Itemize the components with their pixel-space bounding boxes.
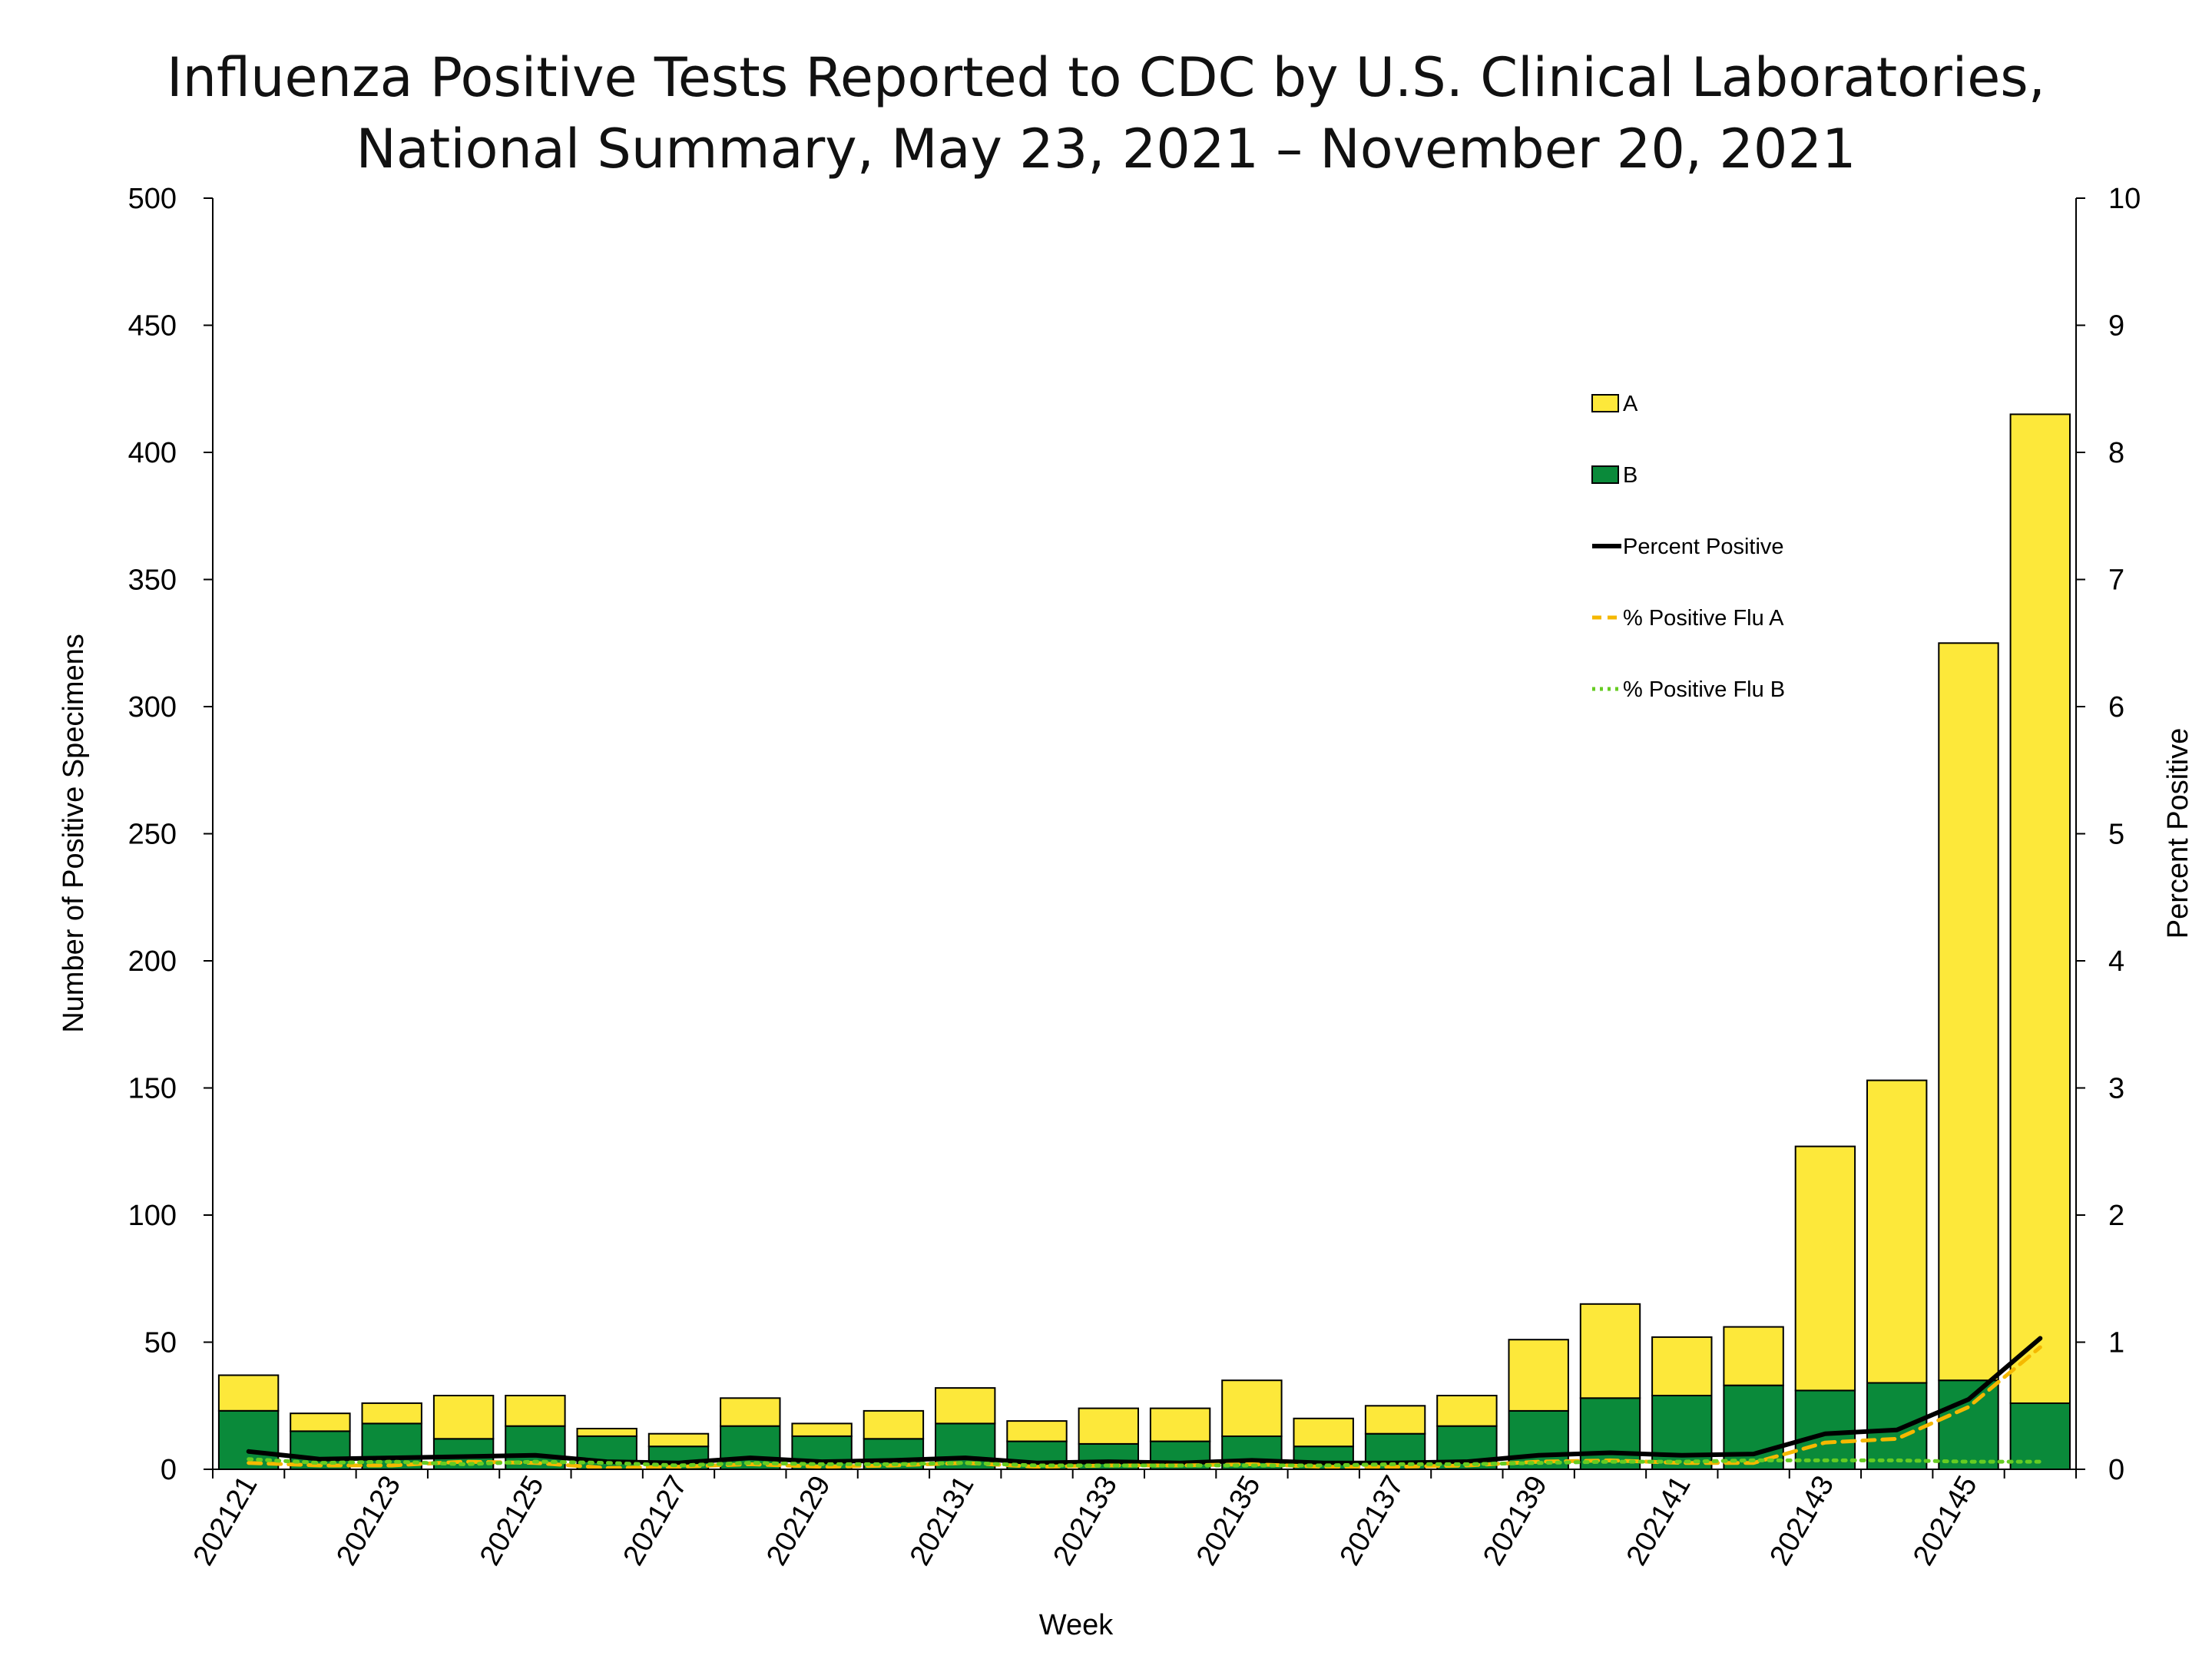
x-tick-label: 202143 bbox=[1763, 1471, 1840, 1571]
x-tick-label: 202131 bbox=[904, 1471, 981, 1571]
legend-swatch-b bbox=[1591, 465, 1619, 484]
bar-a-202126 bbox=[576, 1428, 637, 1437]
bar-a-202122 bbox=[290, 1412, 351, 1432]
bar-a-202124 bbox=[432, 1395, 495, 1440]
bars-group bbox=[217, 413, 2071, 1471]
bar-a-202138 bbox=[1436, 1395, 1498, 1427]
bar-a-202139 bbox=[1508, 1339, 1569, 1412]
bar-a-202123 bbox=[361, 1402, 422, 1425]
y-tick-label: 450 bbox=[128, 310, 177, 343]
bar-a-202129 bbox=[791, 1422, 853, 1437]
y2-axis-label: Percent Positive bbox=[2162, 728, 2194, 939]
bar-a-202134 bbox=[1149, 1407, 1211, 1442]
y-tick-label: 500 bbox=[128, 183, 177, 215]
y2-tick-label: 5 bbox=[2108, 819, 2124, 851]
y2-tick-label: 9 bbox=[2108, 310, 2124, 343]
bar-a-202145 bbox=[1938, 642, 1999, 1382]
x-tick-label: 202145 bbox=[1907, 1471, 1984, 1571]
y-tick-label: 300 bbox=[128, 691, 177, 724]
legend-label-positive-flu-a: % Positive Flu A bbox=[1623, 606, 1784, 631]
bar-a-202132 bbox=[1006, 1420, 1068, 1442]
bar-a-202141 bbox=[1651, 1336, 1713, 1397]
y2-tick-label: 7 bbox=[2108, 565, 2124, 597]
bar-b-202141 bbox=[1651, 1395, 1713, 1470]
bar-a-202136 bbox=[1293, 1417, 1354, 1448]
bar-a-202131 bbox=[935, 1387, 996, 1425]
x-tick-label: 202133 bbox=[1047, 1471, 1124, 1571]
bar-a-202144 bbox=[1866, 1079, 1928, 1384]
y-tick-label: 200 bbox=[128, 945, 177, 978]
bar-a-202135 bbox=[1221, 1379, 1283, 1437]
y-tick-label: 400 bbox=[128, 437, 177, 469]
bar-a-202121 bbox=[217, 1374, 280, 1412]
y2-tick-label: 2 bbox=[2108, 1200, 2124, 1232]
x-tick-label: 202141 bbox=[1621, 1471, 1697, 1571]
y2-tick-label: 1 bbox=[2108, 1327, 2124, 1359]
legend-label-b: B bbox=[1623, 463, 1637, 488]
y2-tick-label: 10 bbox=[2108, 183, 2141, 215]
y-axis-label: Number of Positive Specimens bbox=[58, 634, 90, 1033]
lines-group bbox=[246, 1336, 2043, 1470]
bar-b-202145 bbox=[1938, 1379, 1999, 1470]
x-tick-label: 202125 bbox=[474, 1471, 551, 1571]
x-tick-label: 202121 bbox=[187, 1471, 264, 1571]
bar-b-202143 bbox=[1794, 1389, 1856, 1471]
bar-a-202143 bbox=[1794, 1145, 1856, 1392]
bar-a-202133 bbox=[1078, 1407, 1139, 1445]
bar-a-202127 bbox=[647, 1432, 710, 1448]
chart-title-line-1: Influenza Positive Tests Reported to CDC… bbox=[166, 46, 2045, 109]
y2-tick-label: 3 bbox=[2108, 1073, 2124, 1105]
line-positive-flu-a bbox=[247, 1345, 2042, 1470]
chart-title: Influenza Positive Tests Reported to CDC… bbox=[0, 42, 2212, 185]
bar-a-202140 bbox=[1579, 1303, 1641, 1399]
y-tick-label: 250 bbox=[128, 819, 177, 851]
bar-a-202137 bbox=[1364, 1405, 1426, 1435]
x-tick-label: 202127 bbox=[618, 1471, 694, 1571]
bar-a-202125 bbox=[505, 1395, 566, 1427]
x-axis-label: Week bbox=[1039, 1609, 1114, 1641]
y-tick-label: 150 bbox=[128, 1073, 177, 1105]
x-tick-label: 202129 bbox=[760, 1471, 837, 1571]
y-tick-label: 50 bbox=[144, 1327, 177, 1359]
legend-label-positive-flu-b: % Positive Flu B bbox=[1623, 677, 1785, 702]
y-tick-label: 100 bbox=[128, 1200, 177, 1232]
legend-swatch-a bbox=[1591, 394, 1619, 412]
y-tick-label: 350 bbox=[128, 565, 177, 597]
line-percent-positive bbox=[246, 1336, 2043, 1465]
legend-label-percent-positive: Percent Positive bbox=[1623, 535, 1784, 559]
x-tick-label: 202139 bbox=[1477, 1471, 1554, 1571]
bar-b-202144 bbox=[1866, 1382, 1928, 1470]
bar-a-202146 bbox=[2009, 413, 2071, 1404]
x-tick-label: 202135 bbox=[1190, 1471, 1267, 1571]
bar-b-202146 bbox=[2009, 1402, 2071, 1471]
bar-a-202130 bbox=[863, 1409, 925, 1440]
bar-a-202142 bbox=[1723, 1326, 1784, 1386]
x-tick-label: 202123 bbox=[330, 1471, 407, 1571]
legend: A B Percent Positive % Positive Flu A % Posi… bbox=[1591, 392, 1785, 702]
y-tick-label: 0 bbox=[161, 1454, 177, 1486]
legend-label-a: A bbox=[1623, 392, 1638, 416]
y2-tick-label: 8 bbox=[2108, 437, 2124, 469]
bar-a-202128 bbox=[720, 1397, 781, 1427]
y2-tick-label: 6 bbox=[2108, 691, 2124, 724]
y2-tick-label: 4 bbox=[2108, 945, 2124, 978]
line-positive-flu-b bbox=[247, 1457, 2042, 1468]
y2-tick-label: 0 bbox=[2108, 1454, 2124, 1486]
x-tick-label: 202137 bbox=[1334, 1471, 1411, 1571]
chart-title-line-2: National Summary, May 23, 2021 – Novembe… bbox=[356, 118, 1856, 181]
